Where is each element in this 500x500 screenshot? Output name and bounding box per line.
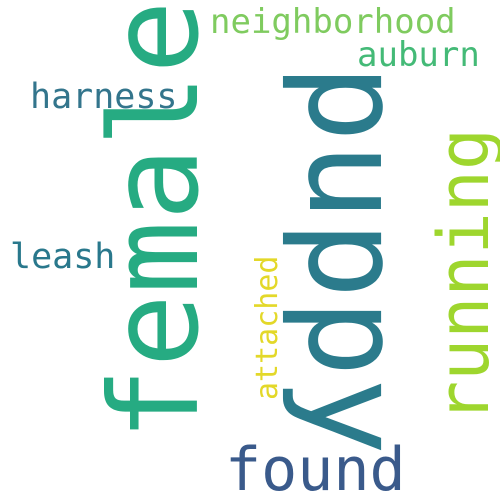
word-puppy: puppy [279,63,431,455]
word-leash: leash [10,237,116,277]
word-running: running [423,127,500,423]
word-auburn: auburn [357,35,480,75]
word-attached: attached [250,255,285,401]
word-found: found [225,435,406,500]
word-neighborhood: neighborhood [210,2,456,42]
word-harness: harness [30,77,178,117]
